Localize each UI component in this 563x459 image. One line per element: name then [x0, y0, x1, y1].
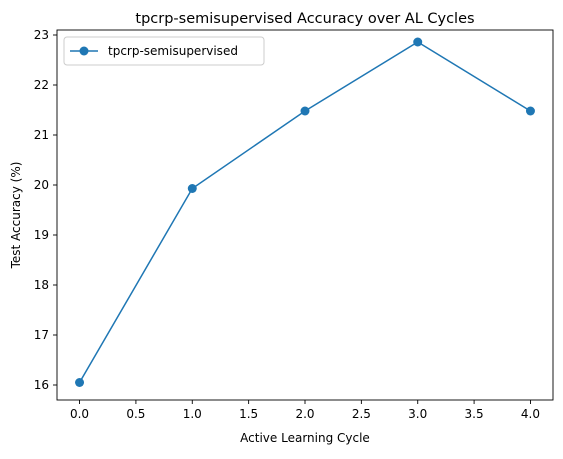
y-tick-label: 16 — [34, 378, 49, 392]
y-tick-label: 22 — [34, 78, 49, 92]
plot-area — [57, 30, 553, 400]
chart-title: tpcrp-semisupervised Accuracy over AL Cy… — [135, 11, 474, 27]
x-tick-label: 1.0 — [183, 407, 202, 421]
legend-marker-swatch — [79, 46, 89, 56]
x-axis-ticks: 0.0 0.5 1.0 1.5 2.0 2.5 3.0 3.5 4.0 — [70, 400, 540, 421]
data-point — [413, 37, 423, 47]
data-point — [187, 184, 197, 193]
y-tick-label: 21 — [34, 128, 49, 142]
x-tick-label: 3.5 — [465, 407, 484, 421]
x-tick-label: 3.0 — [408, 407, 427, 421]
y-tick-label: 17 — [34, 328, 49, 342]
x-tick-label: 0.0 — [70, 407, 89, 421]
y-tick-label: 23 — [34, 28, 49, 42]
legend-label: tpcrp-semisupervised — [108, 44, 238, 58]
data-point — [75, 378, 85, 387]
x-tick-label: 4.0 — [521, 407, 540, 421]
legend: tpcrp-semisupervised — [63, 36, 265, 66]
x-tick-label: 2.0 — [295, 407, 314, 421]
y-tick-label: 18 — [34, 278, 49, 292]
data-point — [300, 106, 310, 116]
data-point — [525, 106, 535, 116]
y-axis-ticks: 16 17 18 19 20 21 22 23 — [34, 28, 57, 392]
plot-frame — [56, 29, 554, 401]
x-axis-label: Active Learning Cycle — [240, 431, 370, 445]
y-tick-label: 19 — [34, 228, 49, 242]
x-tick-label: 2.5 — [352, 407, 371, 421]
y-tick-label: 20 — [34, 178, 49, 192]
legend-frame — [63, 36, 265, 66]
x-tick-label: 1.5 — [239, 407, 258, 421]
x-tick-label: 0.5 — [126, 407, 145, 421]
y-axis-label: Test Accuracy (%) — [9, 162, 23, 270]
series-layer — [75, 37, 535, 387]
